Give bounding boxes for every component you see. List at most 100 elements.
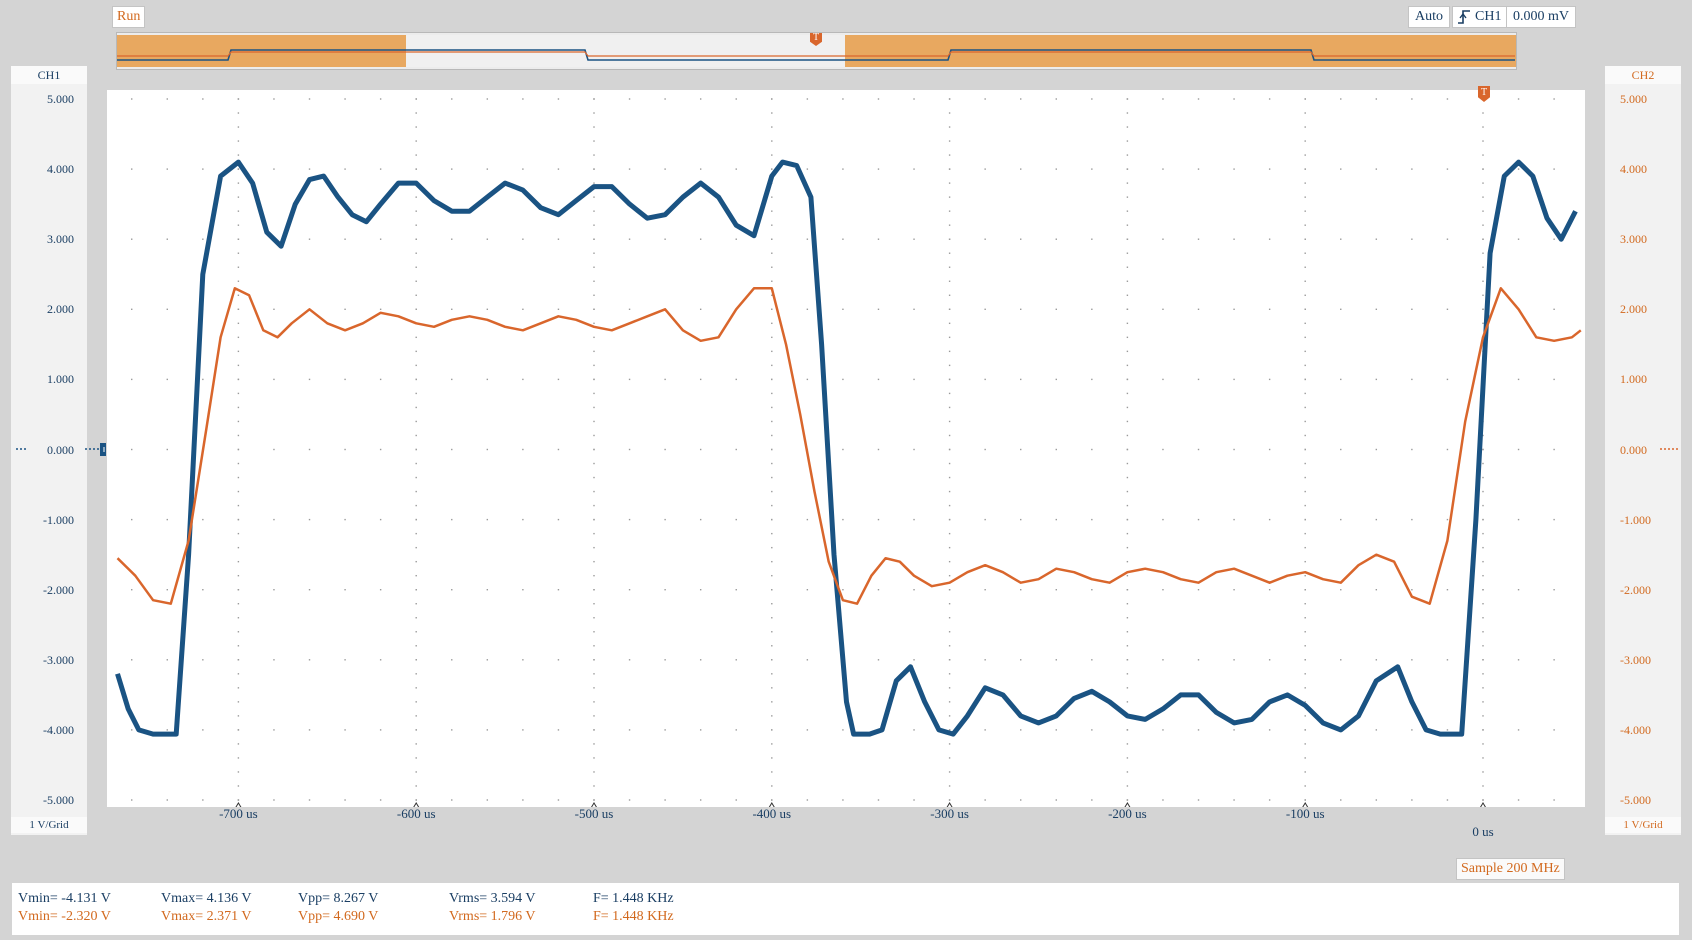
grid-dot	[237, 98, 240, 100]
trigger-mode-button[interactable]: Auto	[1408, 6, 1450, 28]
trigger-level-field[interactable]: 0.000 mV	[1506, 6, 1576, 28]
ch2-y-tick-label: -5.000	[1620, 793, 1651, 807]
ch2-y-tick-label: 2.000	[1620, 302, 1647, 317]
grid-dot	[1517, 98, 1520, 100]
grid-dot	[771, 378, 773, 381]
grid-dot	[486, 729, 489, 731]
grid-dot	[415, 196, 417, 198]
grid-dot	[699, 799, 702, 801]
grid-dot	[415, 701, 417, 703]
grid-dot	[1304, 294, 1306, 296]
overview-window[interactable]	[406, 35, 845, 67]
grid-dot	[1268, 518, 1271, 521]
grid-dot	[771, 252, 773, 254]
grid-dot	[308, 729, 311, 731]
ch1-zero-marker[interactable]	[14, 443, 106, 456]
grid-dot	[948, 308, 951, 310]
grid-dot	[664, 238, 666, 240]
grid-dot	[1304, 673, 1306, 675]
overview-trigger-marker[interactable]: T	[810, 33, 822, 46]
ch2-freq: F= 1.448 KHz	[593, 909, 674, 924]
ch1-y-tick-label: -5.000	[43, 793, 74, 807]
plot-trigger-marker[interactable]: T	[1478, 86, 1490, 102]
grid-dot	[557, 729, 560, 731]
grid-dot	[1304, 280, 1306, 282]
waveform-overview[interactable]: T	[116, 32, 1517, 70]
grid-dot	[1162, 378, 1164, 381]
overview-svg	[117, 35, 1516, 67]
ch2-zero-marker[interactable]	[1660, 448, 1680, 450]
grid-dot	[593, 126, 595, 128]
grid-dot	[1126, 168, 1129, 170]
grid-dot	[984, 238, 986, 240]
grid-dot	[237, 589, 240, 591]
grid-dot	[1553, 589, 1555, 591]
grid-dot	[1126, 378, 1129, 381]
grid-dot	[593, 518, 595, 521]
plot-area[interactable]: T	[95, 86, 1585, 809]
grid-dot	[1268, 799, 1271, 801]
grid-dot	[557, 659, 560, 661]
grid-dot	[166, 238, 168, 240]
ch2-scale-label[interactable]: 1 V/Grid	[1605, 817, 1681, 833]
grid-dot	[1126, 574, 1129, 577]
grid-dot	[237, 729, 240, 731]
ch2-vpp: Vpp= 4.690 V	[298, 909, 379, 924]
grid-dot	[1375, 799, 1378, 801]
grid-dot	[771, 420, 773, 423]
grid-dot	[1482, 280, 1484, 282]
grid-dot	[1126, 266, 1129, 268]
grid-dot	[1304, 715, 1306, 717]
grid-dot	[593, 112, 595, 114]
grid-dot	[664, 729, 666, 731]
run-stop-button[interactable]: Run	[112, 6, 146, 28]
grid-dot	[1233, 168, 1235, 170]
ch2-label[interactable]: CH2	[1605, 66, 1681, 84]
grid-dot	[1304, 140, 1306, 142]
grid-dot	[948, 645, 951, 647]
grid-dot	[1553, 518, 1555, 521]
grid-dot	[1304, 743, 1306, 745]
overview-ch1-trace	[117, 49, 1515, 61]
grid-dot	[771, 589, 773, 591]
grid-dot	[308, 659, 311, 661]
grid-dot	[628, 98, 631, 100]
grid-dot	[1233, 238, 1235, 240]
grid-dot	[948, 490, 951, 493]
grid-dot	[344, 308, 346, 310]
grid-dot	[1411, 168, 1413, 170]
grid-dot	[1020, 238, 1022, 240]
trigger-source-button[interactable]: CH1	[1452, 6, 1509, 28]
grid-dot	[1304, 645, 1306, 647]
grid-dot	[1304, 350, 1306, 353]
grid-dot	[771, 729, 773, 731]
grid-dot	[913, 589, 915, 591]
grid-dot	[593, 462, 595, 465]
grid-dot	[593, 673, 595, 675]
grid-dot	[735, 589, 737, 591]
ch1-label[interactable]: CH1	[11, 66, 87, 84]
grid-dot	[1126, 546, 1129, 549]
grid-dot	[1446, 378, 1449, 381]
grid-dot	[1126, 462, 1129, 465]
grid-dot	[237, 687, 240, 689]
grid-dot	[1482, 645, 1484, 647]
grid-dot	[451, 799, 453, 801]
grid-dot	[522, 729, 524, 731]
grid-dot	[1197, 589, 1200, 591]
grid-dot	[273, 98, 275, 100]
grid-dot	[1304, 224, 1306, 226]
grid-dot	[842, 98, 844, 100]
grid-dot	[1446, 659, 1449, 661]
grid-dot	[806, 589, 809, 591]
ch1-scale-label[interactable]: 1 V/Grid	[11, 817, 87, 833]
grid-dot	[415, 224, 417, 226]
grid-dot	[1126, 280, 1129, 282]
grid-dot	[1411, 729, 1413, 731]
grid-dot	[1055, 308, 1057, 310]
grid-dot	[699, 378, 702, 381]
grid-dot	[771, 743, 773, 745]
grid-dot	[522, 589, 524, 591]
grid-dot	[948, 518, 951, 521]
grid-dot	[415, 504, 417, 507]
